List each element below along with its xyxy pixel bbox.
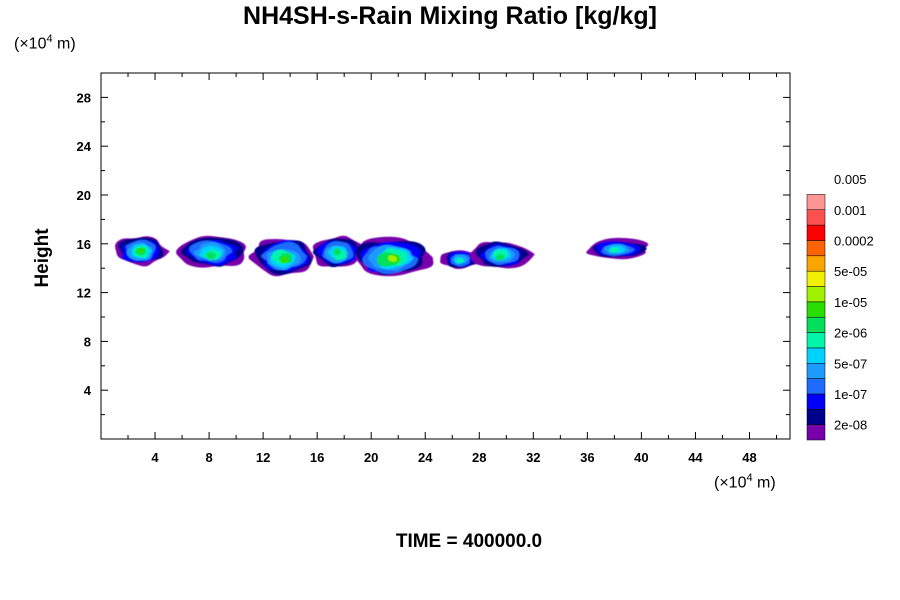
- x-tick-label: 4: [151, 450, 159, 465]
- colorbar: 2e-08 1e-07 5e-07 2e-06 1e-05 5e-05 0.0002 0.00…: [806, 172, 874, 441]
- x-tick-label: 12: [256, 450, 270, 465]
- cloud-region: [115, 236, 170, 267]
- x-tick-label: 40: [634, 450, 648, 465]
- cloud-region: [440, 250, 482, 270]
- x-tick-label: 16: [310, 450, 324, 465]
- colorbar-label: 5e-05: [834, 264, 867, 279]
- colorbar-swatch: [806, 347, 826, 364]
- colorbar-swatch: [806, 209, 826, 226]
- cloud-contour-level: [280, 255, 289, 264]
- colorbar-swatch: [806, 409, 826, 425]
- colorbar-label: 1e-07: [834, 387, 867, 402]
- y-tick-label: 16: [77, 237, 91, 252]
- cloud-contours: [115, 235, 649, 277]
- colorbar-swatch: [806, 378, 826, 395]
- x-tick-label: 20: [364, 450, 378, 465]
- colorbar-label: 2e-08: [834, 418, 867, 433]
- cloud-contour-level: [333, 247, 342, 256]
- colorbar-label: 0.0002: [834, 233, 874, 248]
- colorbar-swatch: [806, 270, 826, 287]
- colorbar-label: 0.005: [834, 172, 867, 187]
- colorbar-swatch: [806, 194, 826, 210]
- x-tick-label: 24: [418, 450, 433, 465]
- cloud-region: [586, 237, 649, 260]
- x-tick-label: 28: [472, 450, 486, 465]
- time-label: TIME = 400000.0: [395, 531, 543, 552]
- colorbar-label: 0.001: [834, 203, 867, 218]
- colorbar-swatch: [806, 255, 826, 272]
- colorbar-swatch: [806, 286, 826, 303]
- cloud-contour-level: [205, 252, 216, 260]
- colorbar-swatch: [806, 240, 826, 257]
- cloud-contour-level: [136, 247, 144, 254]
- cloud-region: [469, 241, 535, 269]
- colorbar-label: 2e-06: [834, 326, 867, 341]
- colorbar-swatch: [806, 332, 826, 349]
- plot-frame: [100, 72, 791, 440]
- colorbar-swatch: [806, 224, 826, 241]
- cloud-region: [248, 239, 314, 277]
- colorbar-swatch: [806, 316, 826, 333]
- cloud-contour-level: [388, 255, 398, 262]
- colorbar-label: 1e-05: [834, 295, 867, 310]
- x-tick-label: 48: [742, 450, 756, 465]
- x-axis-unit: (×104 m): [714, 472, 776, 492]
- colorbar-swatch: [806, 393, 826, 410]
- cloud-region: [312, 235, 364, 268]
- cloud-contour-level: [495, 254, 505, 261]
- y-axis-unit: (×104 m): [14, 33, 76, 53]
- cloud-contour-level: [608, 247, 620, 253]
- x-tick-label: 44: [688, 450, 703, 465]
- y-tick-label: 8: [84, 334, 91, 349]
- y-tick-label: 12: [77, 286, 91, 301]
- colorbar-swatch: [806, 424, 826, 441]
- x-tick-label: 36: [580, 450, 594, 465]
- colorbar-swatch: [806, 363, 826, 379]
- colorbar-swatch: [806, 301, 826, 318]
- cloud-contour-level: [457, 258, 464, 263]
- y-tick-label: 20: [77, 188, 91, 203]
- chart-title: NH4SH-s-Rain Mixing Ratio [kg/kg]: [243, 2, 657, 30]
- cloud-region: [176, 235, 246, 268]
- y-tick-label: 4: [84, 383, 92, 398]
- colorbar-label: 5e-07: [834, 356, 867, 371]
- x-tick-label: 32: [526, 450, 540, 465]
- y-tick-label: 28: [77, 90, 91, 105]
- y-tick-label: 24: [77, 139, 92, 154]
- x-tick-label: 8: [205, 450, 212, 465]
- cloud-region: [355, 236, 434, 277]
